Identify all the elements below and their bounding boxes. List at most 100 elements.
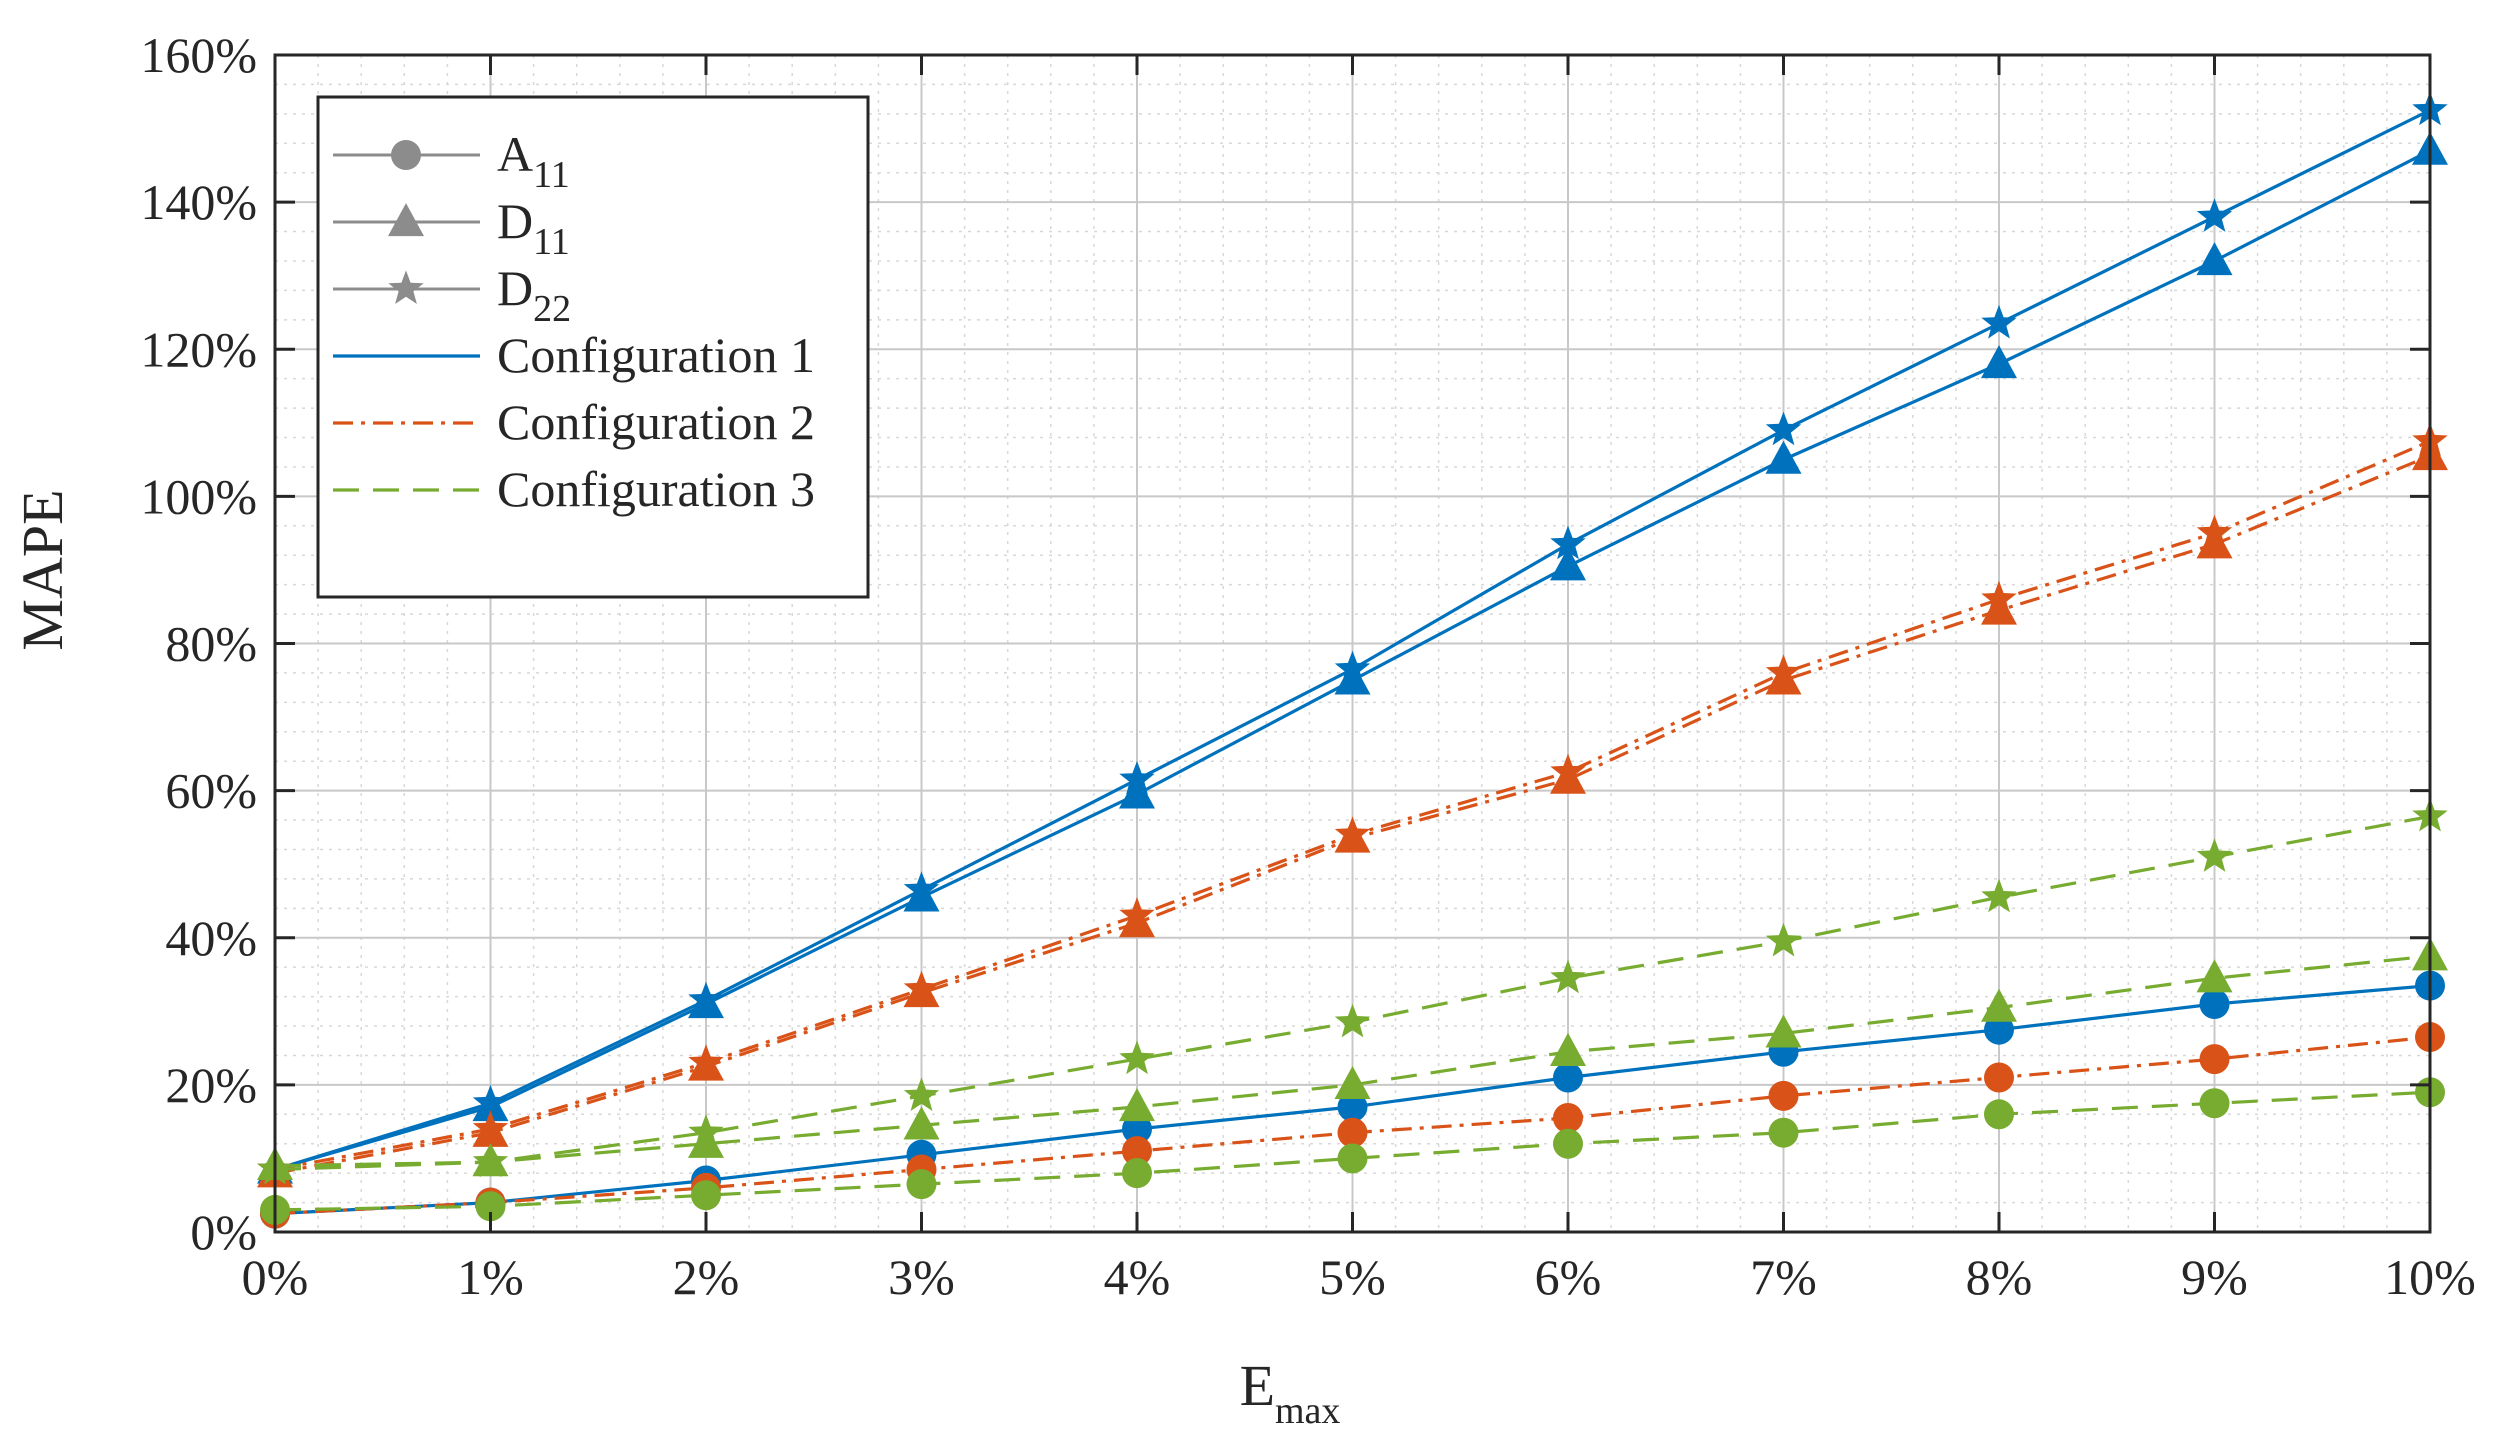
marker-c3-a11: [691, 1180, 721, 1211]
y-tick-label: 60%: [165, 763, 257, 819]
legend-marker-circle-icon: [391, 140, 421, 170]
marker-c2-a11: [1553, 1102, 1583, 1133]
marker-c3-a11: [1984, 1099, 2014, 1130]
marker-c1-d11: [1550, 547, 1586, 581]
legend-box: [316, 95, 870, 599]
marker-c2-d11: [2196, 525, 2233, 559]
marker-c2-a11: [1984, 1062, 2014, 1093]
marker-c3-a11: [1337, 1143, 1368, 1174]
legend-marker-star-icon: [388, 270, 424, 304]
y-tick-label: 80%: [165, 616, 257, 672]
marker-c1-d11: [1119, 775, 1155, 809]
marker-c2-a11: [1122, 1136, 1152, 1167]
x-tick-label: 10%: [2384, 1249, 2476, 1305]
legend-label: D22: [497, 260, 571, 330]
marker-c2-d11: [1334, 819, 1371, 853]
marker-c3-d11: [688, 1124, 724, 1158]
legend-marker-triangle-icon: [388, 203, 424, 237]
x-tick-label: 7%: [1750, 1249, 1817, 1305]
marker-c3-d22: [1119, 1040, 1155, 1075]
legend-label-main: D: [497, 193, 533, 249]
y-axis-label: MAPE: [10, 489, 75, 650]
x-tick-label: 3%: [888, 1249, 955, 1305]
x-tick-label: 9%: [2181, 1249, 2248, 1305]
marker-c3-d11: [1981, 988, 2017, 1022]
marker-c1-a11: [1553, 1062, 1583, 1093]
marker-c3-d22: [1981, 878, 2017, 913]
y-tick-label: 20%: [165, 1057, 257, 1113]
marker-c3-d22: [1765, 922, 1802, 957]
legend-label: D11: [497, 193, 570, 263]
marker-c1-d11: [688, 985, 724, 1019]
legend-label: Configuration 1: [497, 327, 815, 383]
marker-c2-d11: [472, 1113, 509, 1147]
marker-c1-d22: [1550, 525, 1586, 560]
marker-c2-d11: [1119, 904, 1155, 938]
x-tick-label: 4%: [1104, 1249, 1171, 1305]
y-tick-label: 160%: [140, 27, 257, 83]
marker-c1-d22: [1765, 411, 1802, 446]
marker-c3-d22: [903, 1077, 940, 1111]
marker-c2-d11: [903, 974, 940, 1008]
marker-c3-a11: [1553, 1128, 1583, 1159]
legend-label: Configuration 2: [497, 394, 815, 450]
marker-c3-d22: [2196, 838, 2233, 872]
marker-c2-d11: [1765, 661, 1802, 695]
marker-c1-a11: [2199, 988, 2230, 1019]
marker-c3-a11: [906, 1169, 937, 1200]
marker-c1-a11: [1984, 1014, 2014, 1045]
y-tick-label: 0%: [190, 1204, 257, 1260]
marker-c1-d11: [472, 1088, 509, 1122]
x-tick-label: 6%: [1535, 1249, 1602, 1305]
marker-c3-d11: [1119, 1088, 1155, 1122]
marker-c2-d11: [688, 1047, 724, 1081]
marker-c3-d11: [2196, 959, 2233, 993]
x-tick-label: 1%: [457, 1249, 524, 1305]
x-axis-label-main: E: [1240, 1353, 1275, 1418]
marker-c1-d11: [2196, 242, 2233, 276]
marker-c2-a11: [1768, 1080, 1799, 1111]
x-tick-label: 5%: [1319, 1249, 1386, 1305]
marker-c1-a11: [1337, 1091, 1368, 1122]
marker-c3-d11: [1334, 1065, 1371, 1100]
x-tick-label: 2%: [673, 1249, 740, 1305]
legend-label-subscript: 11: [533, 221, 570, 263]
marker-c3-d22: [1550, 959, 1586, 994]
marker-c3-a11: [1122, 1158, 1152, 1189]
y-tick-label: 40%: [165, 910, 257, 966]
x-tick-label: 0%: [242, 1249, 309, 1305]
series-markers: [257, 91, 2448, 1229]
marker-c1-d11: [1765, 440, 1802, 474]
x-tick-label: 8%: [1966, 1249, 2033, 1305]
legend-label-main: A: [497, 126, 533, 182]
marker-c1-a11: [1122, 1114, 1152, 1145]
y-tick-label: 120%: [140, 321, 257, 377]
marker-c1-d11: [1334, 661, 1371, 695]
marker-c3-d22: [1334, 1003, 1371, 1038]
marker-c3-a11: [475, 1191, 506, 1222]
legend-label: A11: [497, 126, 570, 196]
x-axis-label-subscript: max: [1275, 1390, 1340, 1432]
marker-c2-a11: [1337, 1117, 1368, 1148]
marker-c3-a11: [1768, 1117, 1799, 1148]
marker-c2-d11: [1981, 591, 2017, 625]
marker-c2-a11: [2199, 1044, 2230, 1075]
marker-c2-d11: [1550, 760, 1586, 794]
marker-c1-d22: [2196, 198, 2233, 232]
marker-c3-d11: [1765, 1014, 1802, 1048]
x-axis-label: Emax: [1240, 1353, 1341, 1432]
marker-c3-d11: [472, 1143, 509, 1177]
legend-label: Configuration 3: [497, 461, 815, 517]
axis-ticks: 0% 1% 2% 3% 4% 5% 6% 7% 8% 9% 10% 0% 20% 40% 60% 80% 100…: [140, 27, 2475, 1305]
legend-label-main: D: [497, 260, 533, 316]
y-tick-label: 140%: [140, 174, 257, 230]
marker-c1-d11: [903, 878, 940, 912]
marker-c1-d11: [1981, 345, 2017, 379]
legend-label-subscript: 11: [533, 154, 570, 196]
marker-c3-a11: [2199, 1088, 2230, 1119]
marker-c3-d11: [1550, 1032, 1586, 1066]
marker-c3-d11: [903, 1106, 940, 1140]
marker-c1-d22: [1981, 304, 2017, 339]
